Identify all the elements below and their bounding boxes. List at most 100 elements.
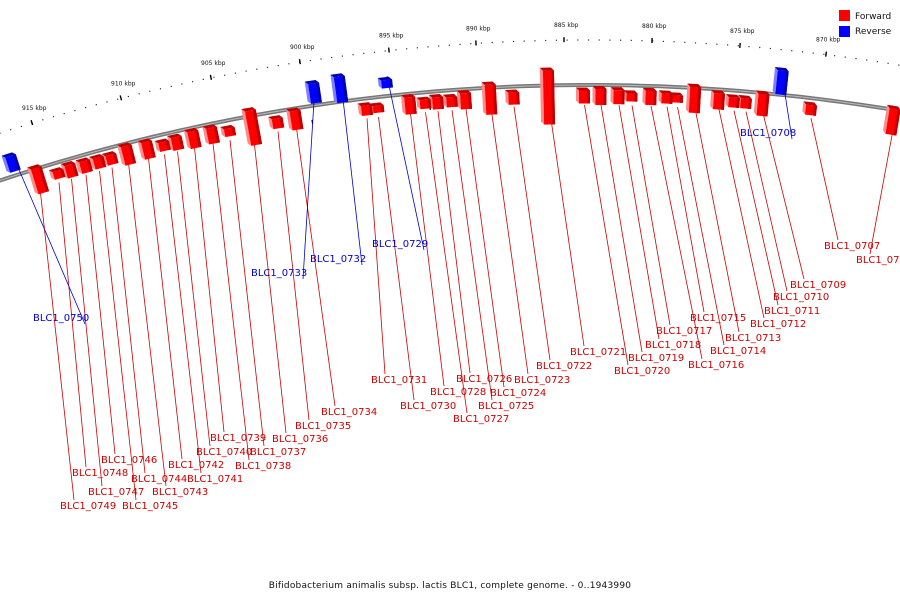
label-line (148, 158, 183, 460)
gene-label-BLC1_0716[interactable]: BLC1_0716 (688, 360, 744, 371)
gene-label-BLC1_0735[interactable]: BLC1_0735 (295, 421, 351, 432)
gene-label-BLC1_0711[interactable]: BLC1_0711 (764, 306, 820, 317)
gene-BLC1_0709[interactable] (753, 90, 770, 117)
gene-BLC1_0717[interactable] (623, 90, 638, 102)
gene-BLC1_0743[interactable] (117, 142, 137, 167)
gene-label-BLC1_0712[interactable]: BLC1_0712 (750, 319, 806, 330)
gene-label-BLC1_0732[interactable]: BLC1_0732 (310, 254, 366, 265)
gene-label-BLC1_0717[interactable]: BLC1_0717 (656, 326, 712, 337)
gene-label-BLC1_0748[interactable]: BLC1_0748 (72, 468, 128, 479)
gene-label-BLC1_0715[interactable]: BLC1_0715 (690, 313, 746, 324)
gene-label-BLC1_0728[interactable]: BLC1_0728 (430, 387, 486, 398)
gene-BLC1_0747[interactable] (60, 160, 79, 179)
gene-label-BLC1_0739[interactable]: BLC1_0739 (210, 433, 266, 444)
gene-BLC1_0739[interactable] (183, 127, 202, 150)
minor-tick (513, 40, 515, 43)
gene-BLC1_0741[interactable] (154, 138, 171, 153)
gene-BLC1_0723[interactable] (481, 81, 498, 115)
gene-BLC1_0740[interactable] (167, 133, 185, 152)
gene-BLC1_0732[interactable] (330, 73, 349, 104)
gene-BLC1_0742[interactable] (137, 138, 156, 161)
gene-BLC1_0733[interactable] (304, 79, 322, 105)
gene-label-BLC1_0709[interactable]: BLC1_0709 (790, 280, 846, 291)
gene-BLC1_0720[interactable] (575, 87, 591, 104)
gene-BLC1_0734[interactable] (286, 107, 304, 131)
gene-top-face (154, 141, 161, 153)
gene-BLC1_0750[interactable] (1, 151, 21, 173)
gene-label-BLC1_0750[interactable]: BLC1_0750 (33, 313, 89, 324)
gene-BLC1_0738[interactable] (202, 124, 220, 145)
gene-BLC1_0730[interactable] (369, 102, 385, 114)
gene-BLC1_0719[interactable] (592, 85, 607, 106)
gene-label-BLC1_0743[interactable]: BLC1_0743 (152, 487, 208, 498)
label-line (584, 104, 629, 366)
gene-BLC1_0718[interactable] (610, 87, 625, 105)
minor-tick (42, 119, 44, 121)
gene-BLC1_0725[interactable] (442, 93, 458, 108)
gene-label-BLC1_0724[interactable]: BLC1_0724 (490, 388, 546, 399)
gene-BLC1_0746[interactable] (75, 157, 93, 175)
gene-label-BLC1_0730[interactable]: BLC1_0730 (400, 401, 456, 412)
gene-label-BLC1_0744[interactable]: BLC1_0744 (131, 474, 187, 485)
gene-label-BLC1_0729[interactable]: BLC1_0729 (372, 239, 428, 250)
gene-BLC1_0727[interactable] (416, 96, 432, 110)
gene-label-BLC1_0740[interactable]: BLC1_0740 (196, 447, 252, 458)
minor-tick (309, 59, 311, 62)
gene-label-BLC1_0725[interactable]: BLC1_0725 (478, 401, 534, 412)
gene-BLC1_0745[interactable] (89, 153, 107, 170)
gene-BLC1_0728[interactable] (400, 94, 417, 115)
gene-label-BLC1_0745[interactable]: BLC1_0745 (122, 501, 178, 512)
gene-BLC1_0706[interactable] (882, 104, 900, 136)
gene-label-BLC1_0722[interactable]: BLC1_0722 (536, 361, 592, 372)
gene-BLC1_0736[interactable] (241, 107, 263, 147)
gene-label-BLC1_0731[interactable]: BLC1_0731 (371, 375, 427, 386)
gene-shadow (86, 159, 93, 172)
gene-BLC1_0735[interactable] (268, 115, 285, 130)
gene-label-BLC1_0727[interactable]: BLC1_0727 (453, 414, 509, 425)
gene-label-BLC1_0737[interactable]: BLC1_0737 (250, 447, 306, 458)
gene-BLC1_0712[interactable] (710, 89, 726, 110)
gene-BLC1_0737[interactable] (220, 124, 237, 138)
gene-shadow (427, 99, 432, 109)
gene-label-BLC1_0742[interactable]: BLC1_0742 (168, 460, 224, 471)
gene-label-BLC1_0747[interactable]: BLC1_0747 (88, 487, 144, 498)
gene-BLC1_0711[interactable] (725, 93, 740, 109)
gene-label-BLC1_0720[interactable]: BLC1_0720 (614, 366, 670, 377)
gene-label-BLC1_0719[interactable]: BLC1_0719 (628, 353, 684, 364)
gene-label-BLC1_0733[interactable]: BLC1_0733 (251, 268, 307, 279)
gene-label-BLC1_0736[interactable]: BLC1_0736 (272, 434, 328, 445)
gene-BLC1_0715[interactable] (658, 90, 673, 104)
gene-label-BLC1_0721[interactable]: BLC1_0721 (570, 347, 626, 358)
gene-label-BLC1_0708[interactable]: BLC1_0708 (740, 128, 796, 139)
major-tick (298, 58, 301, 65)
gene-label-BLC1_0738[interactable]: BLC1_0738 (235, 461, 291, 472)
gene-top-face (304, 81, 312, 104)
gene-BLC1_0708[interactable] (772, 67, 789, 96)
gene-BLC1_0713[interactable] (685, 83, 702, 114)
minor-tick (620, 39, 622, 41)
gene-label-BLC1_0706[interactable]: BLC1_0706 (856, 255, 900, 266)
gene-label-BLC1_0714[interactable]: BLC1_0714 (710, 346, 766, 357)
gene-label-BLC1_0707[interactable]: BLC1_0707 (824, 241, 880, 252)
gene-BLC1_0716[interactable] (642, 87, 657, 106)
gene-BLC1_0722[interactable] (505, 89, 520, 105)
gene-label-BLC1_0746[interactable]: BLC1_0746 (101, 455, 157, 466)
gene-label-BLC1_0723[interactable]: BLC1_0723 (514, 375, 570, 386)
gene-BLC1_0721[interactable] (539, 67, 556, 125)
gene-side-face (241, 107, 256, 112)
gene-label-BLC1_0741[interactable]: BLC1_0741 (187, 474, 243, 485)
gene-BLC1_0729[interactable] (377, 76, 393, 89)
gene-label-BLC1_0734[interactable]: BLC1_0734 (321, 407, 377, 418)
gene-BLC1_0731[interactable] (357, 102, 374, 117)
gene-label-BLC1_0749[interactable]: BLC1_0749 (60, 501, 116, 512)
gene-label-BLC1_0726[interactable]: BLC1_0726 (456, 374, 512, 385)
gene-label-BLC1_0713[interactable]: BLC1_0713 (725, 333, 781, 344)
gene-BLC1_0749[interactable] (27, 163, 50, 195)
gene-BLC1_0707[interactable] (802, 101, 818, 116)
gene-side-face (304, 79, 319, 85)
gene-BLC1_0724[interactable] (456, 89, 473, 110)
gene-BLC1_0748[interactable] (48, 166, 66, 181)
gene-label-BLC1_0710[interactable]: BLC1_0710 (773, 292, 829, 303)
gene-top-face (48, 170, 55, 180)
gene-label-BLC1_0718[interactable]: BLC1_0718 (645, 340, 701, 351)
